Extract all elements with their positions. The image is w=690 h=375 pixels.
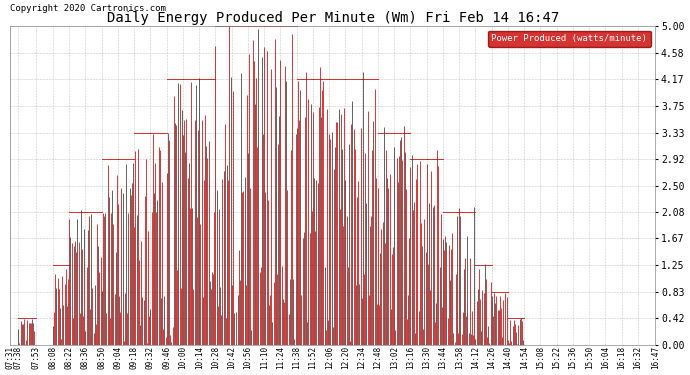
Text: Copyright 2020 Cartronics.com: Copyright 2020 Cartronics.com (10, 4, 166, 13)
Legend: Power Produced (watts/minute): Power Produced (watts/minute) (488, 31, 651, 47)
Title: Daily Energy Produced Per Minute (Wm) Fri Feb 14 16:47: Daily Energy Produced Per Minute (Wm) Fr… (106, 11, 559, 25)
